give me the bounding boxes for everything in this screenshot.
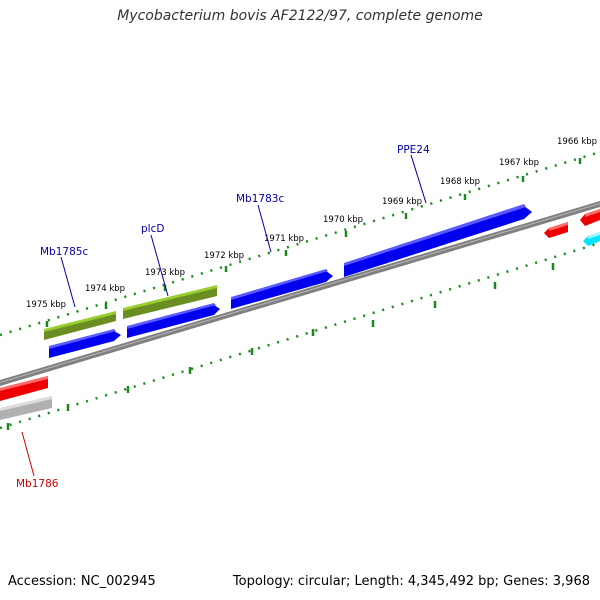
kbp-label: 1973 kbp	[145, 268, 185, 278]
gene-label-ppe24[interactable]: PPE24	[397, 144, 430, 156]
gene-label-mb1783c[interactable]: Mb1783c	[236, 193, 284, 205]
genome-summary-text: Topology: circular; Length: 4,345,492 bp…	[232, 574, 590, 589]
leader-plcd	[150, 234, 169, 297]
grey-gene-left[interactable]	[0, 396, 52, 420]
kbp-label: 1969 kbp	[382, 197, 422, 207]
green-gene-plcd[interactable]	[123, 285, 217, 319]
green-gene-mb1785c[interactable]	[44, 311, 116, 340]
leader-mb1785c	[60, 256, 76, 308]
blue-gene-2[interactable]	[127, 303, 220, 338]
red-gene-small[interactable]	[544, 222, 568, 238]
red-gene-mb1786[interactable]	[0, 376, 48, 401]
kbp-label: 1972 kbp	[204, 251, 244, 261]
blue-gene-1[interactable]	[49, 329, 121, 358]
kbp-label: 1975 kbp	[26, 300, 66, 310]
kbp-label: 1968 kbp	[440, 177, 480, 187]
gene-label-mb1786[interactable]: Mb1786	[16, 478, 59, 490]
gene-labels: PPE24 Mb1783c plcD Mb1785c Mb1786	[16, 144, 430, 490]
genome-backbone-highlight	[0, 203, 600, 383]
cyan-gene-right[interactable]	[583, 232, 600, 246]
kbp-label: 1970 kbp	[323, 215, 363, 225]
gene-label-leaders	[21, 154, 427, 477]
accession-text: Accession: NC_002945	[8, 574, 156, 589]
kbp-label: 1974 kbp	[85, 284, 125, 294]
leader-ppe24	[410, 154, 427, 204]
gene-label-plcd[interactable]: plcD	[141, 223, 164, 235]
outer-major-ticks	[45, 158, 582, 327]
leader-mb1786	[21, 431, 35, 477]
leader-mb1783c	[257, 204, 272, 253]
kbp-label: 1967 kbp	[499, 158, 539, 168]
kbp-labels: 1966 kbp 1967 kbp 1968 kbp 1969 kbp 1970…	[26, 137, 597, 310]
kbp-label: 1966 kbp	[557, 137, 597, 147]
red-gene-right[interactable]	[580, 209, 600, 226]
blue-gene-mb1783c[interactable]	[231, 269, 333, 309]
gene-label-mb1785c[interactable]: Mb1785c	[40, 246, 88, 258]
blue-gene-ppe24[interactable]	[344, 204, 532, 277]
kbp-label: 1971 kbp	[264, 234, 304, 244]
map-title: Mycobacterium bovis AF2122/97, complete …	[117, 8, 483, 24]
inner-major-ticks	[6, 263, 555, 430]
